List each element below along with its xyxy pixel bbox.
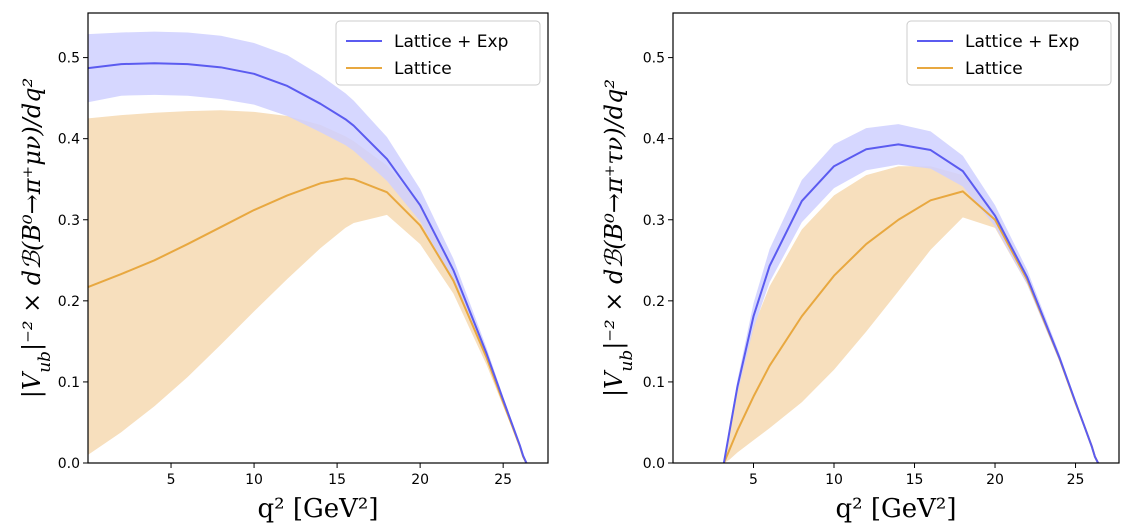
- y-tick-label: 0.1: [58, 375, 80, 391]
- y-axis-label: |Vub|⁻² × dℬ(B⁰→π⁺μν)/dq²: [18, 78, 55, 398]
- x-tick-label: 10: [245, 472, 263, 488]
- x-tick-label: 15: [906, 472, 924, 488]
- y-tick-label: 0.2: [643, 294, 665, 310]
- lattice-band: [88, 110, 527, 463]
- lattice-exp-line: [88, 62, 528, 463]
- panel-1: 5 10 15 20 25 0.0 0.1 0.2 0.3 0.4 0.5 q² [GeV²] |Vub…: [18, 12, 549, 524]
- x-tick-label: 5: [749, 472, 758, 488]
- y-tick-label: 0.0: [58, 456, 80, 472]
- axes-frame: [672, 12, 1120, 464]
- plot-area: [88, 31, 528, 463]
- plot-area: [722, 124, 1099, 463]
- y-tick-label: 0.2: [58, 294, 80, 310]
- x-tick-label: 25: [494, 472, 512, 488]
- y-tick-label: 0.0: [643, 456, 665, 472]
- x-tick-label: 15: [328, 472, 346, 488]
- y-axis-label: |Vub|⁻² × dℬ(B⁰→π⁺τν)/dq²: [600, 79, 637, 397]
- y-tick-label: 0.3: [58, 213, 80, 229]
- legend: Lattice + Exp Lattice: [906, 20, 1112, 86]
- legend-box: [906, 20, 1112, 86]
- legend-entry: Lattice + Exp: [394, 32, 508, 52]
- x-tick-label: 20: [411, 472, 429, 488]
- x-axis-label: q² [GeV²]: [258, 494, 379, 524]
- x-tick-label: 10: [825, 472, 843, 488]
- y-tick-label: 0.5: [58, 51, 80, 67]
- panel-2: 5 10 15 20 25 0.0 0.1 0.2 0.3 0.4 0.5 q² [GeV²] |Vub…: [600, 12, 1120, 524]
- y-tick-label: 0.3: [643, 213, 665, 229]
- legend-entry: Lattice: [965, 59, 1023, 79]
- legend: Lattice + Exp Lattice: [335, 20, 541, 86]
- legend-box: [335, 20, 541, 86]
- axes-frame: [87, 12, 549, 464]
- y-tick-label: 0.4: [58, 132, 80, 148]
- legend-entry: Lattice + Exp: [965, 32, 1079, 52]
- legend-entry: Lattice: [394, 59, 452, 79]
- lattice-exp-band: [88, 31, 527, 463]
- y-tick-label: 0.4: [643, 132, 665, 148]
- x-tick-label: 5: [167, 472, 176, 488]
- x-axis-label: q² [GeV²]: [836, 494, 957, 524]
- y-tick-label: 0.1: [643, 375, 665, 391]
- x-tick-label: 20: [986, 472, 1004, 488]
- x-tick-label: 25: [1067, 472, 1085, 488]
- lattice-exp-line: [722, 143, 1099, 463]
- y-tick-label: 0.5: [643, 51, 665, 67]
